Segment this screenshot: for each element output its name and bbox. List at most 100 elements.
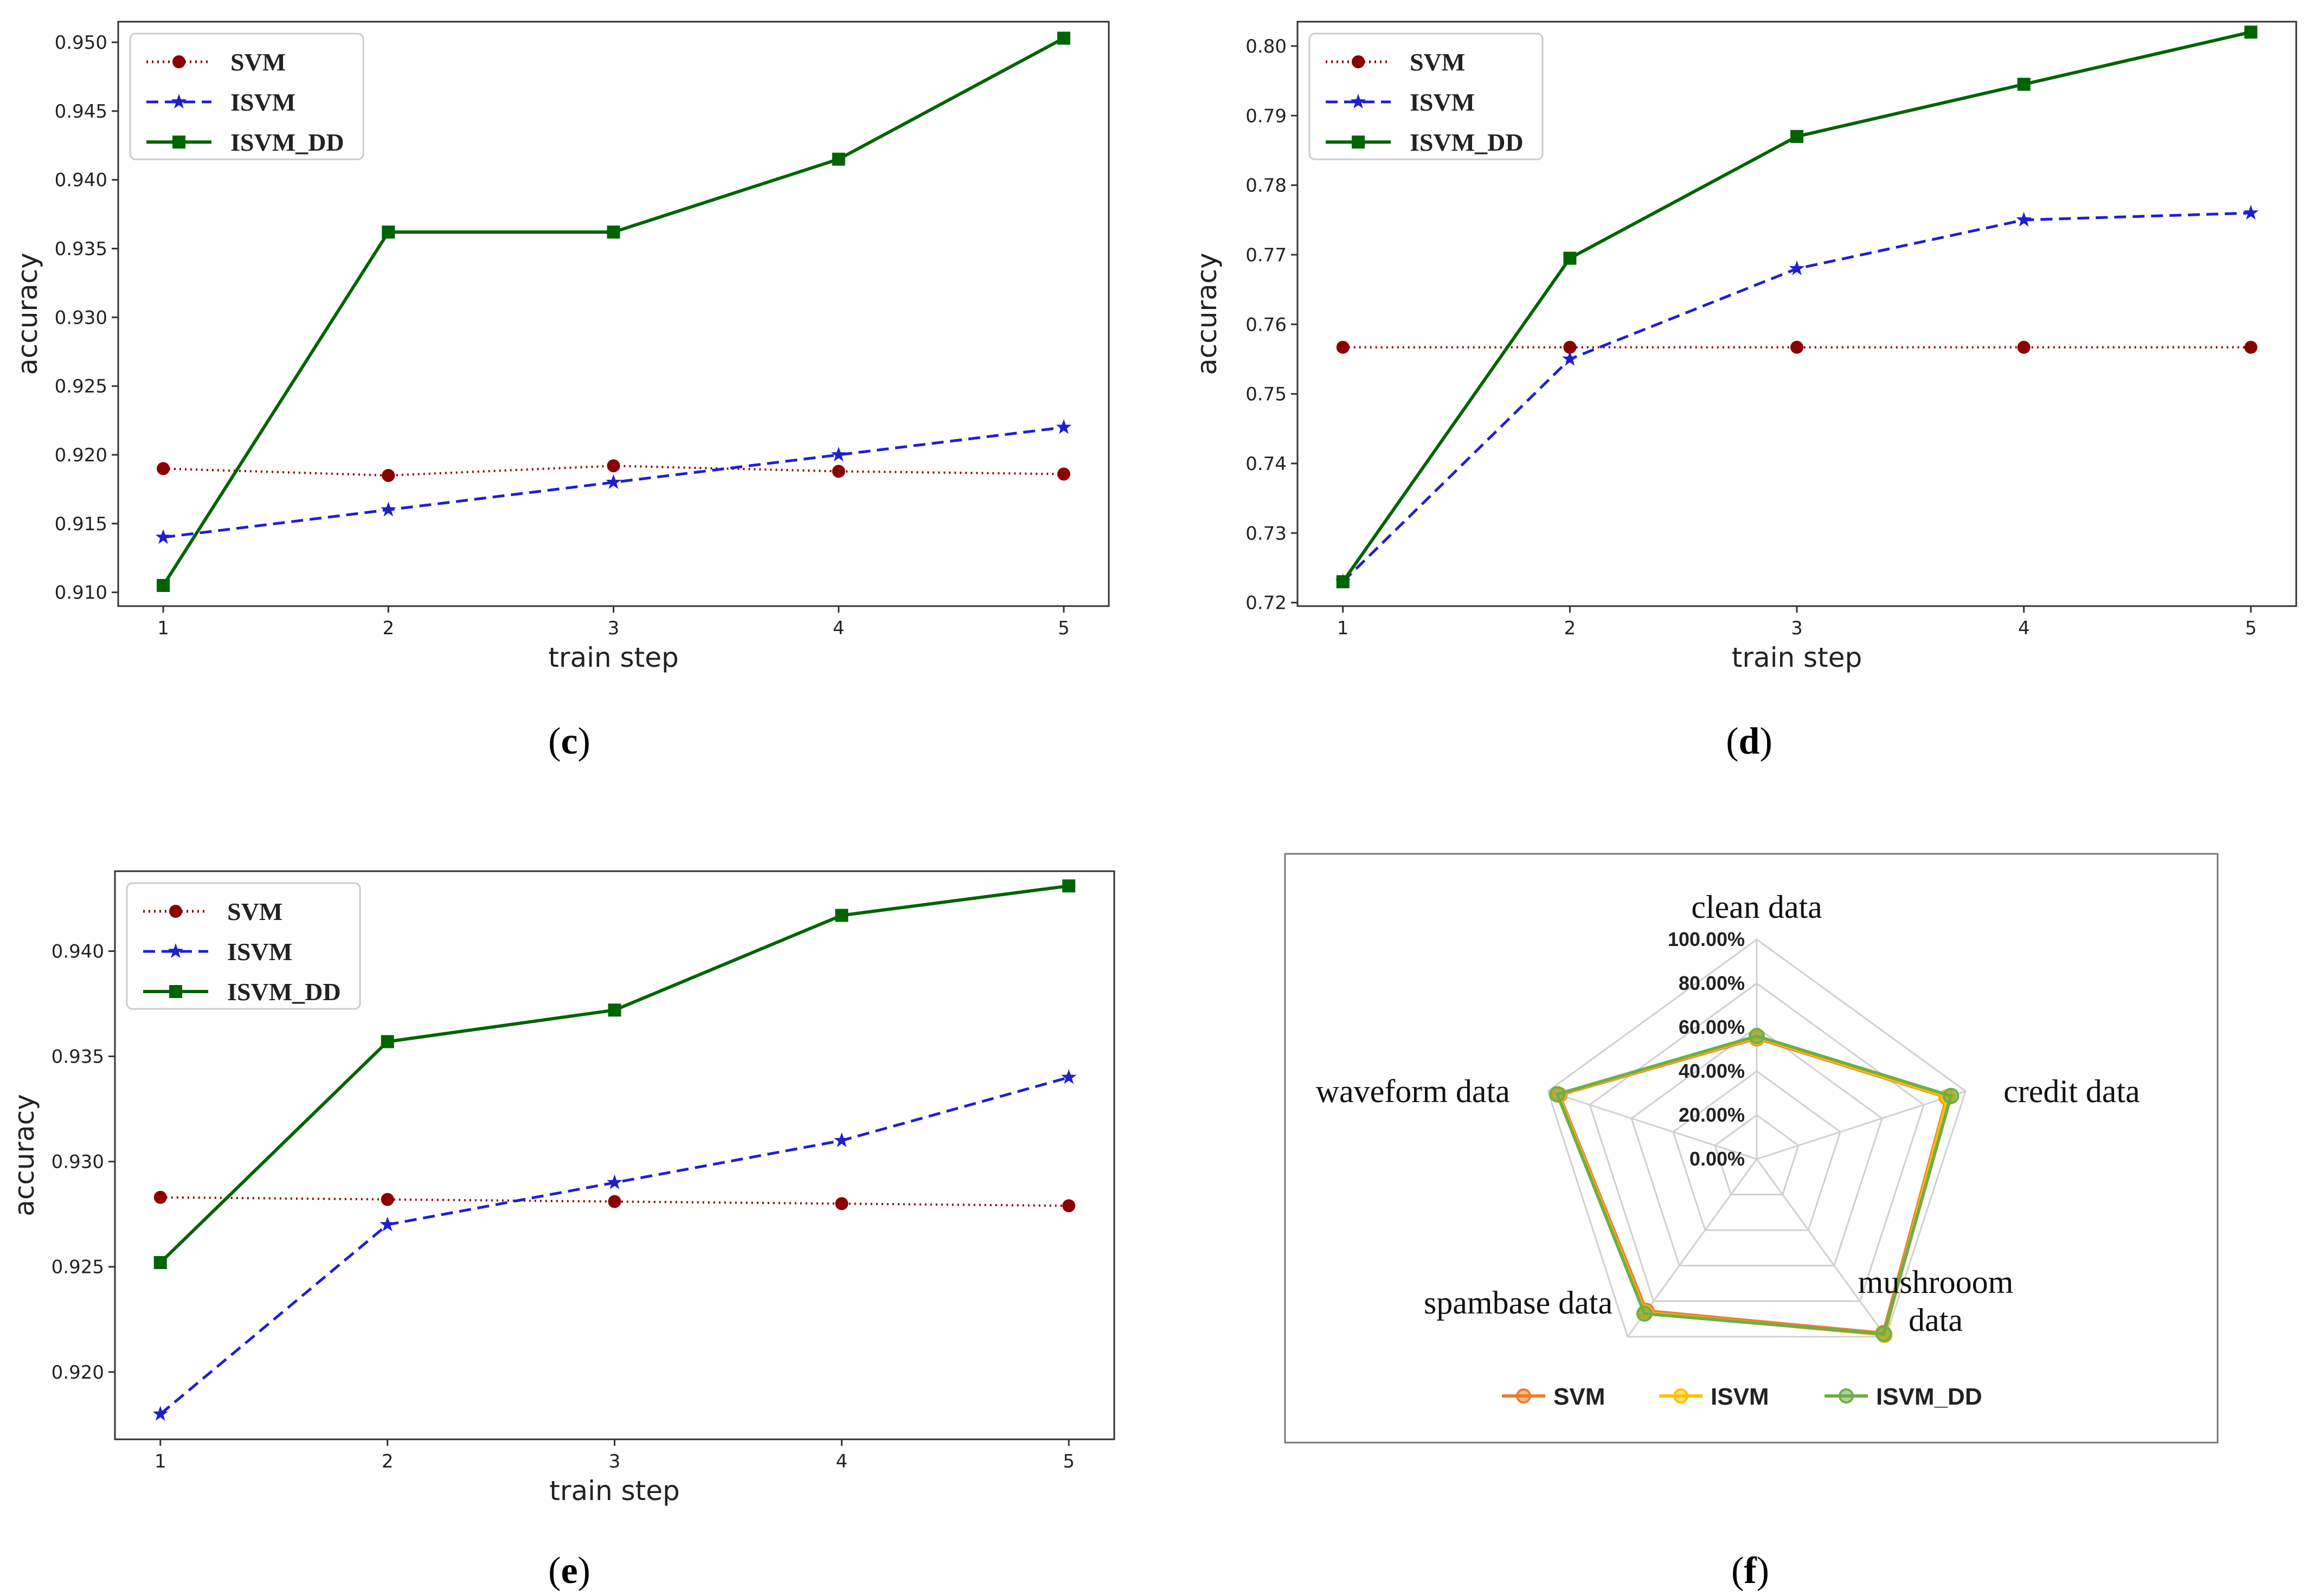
data-point-isvm	[834, 1132, 850, 1147]
data-point-svm	[2017, 340, 2031, 354]
radar-ring	[1589, 982, 1925, 1302]
radar-ring	[1630, 1026, 1883, 1267]
x-tick-label: 3	[608, 617, 620, 639]
legend-box	[129, 33, 364, 160]
legend-marker	[172, 136, 185, 149]
data-point-isvm	[152, 1406, 168, 1421]
data-point-svm	[1062, 1199, 1076, 1213]
radar-ring-label: 0.00%	[1690, 1148, 1745, 1170]
data-point-isvm-dd	[1563, 252, 1577, 265]
data-point-isvm	[155, 529, 171, 544]
radar-point-isvm-dd	[1943, 1087, 1960, 1104]
data-point-isvm	[1562, 351, 1578, 366]
legend-marker	[169, 985, 182, 998]
radar-point-isvm-dd	[1636, 1305, 1653, 1322]
radar-ring-label: 20.00%	[1679, 1104, 1745, 1126]
radar-ring	[1547, 938, 1967, 1338]
data-point-svm	[608, 1195, 621, 1208]
data-point-isvm-dd	[1790, 130, 1803, 143]
data-point-isvm-dd	[1057, 31, 1070, 45]
x-tick-label: 3	[1791, 617, 1803, 639]
legend-label: SVM	[227, 898, 282, 925]
caption-letter: c	[561, 720, 577, 762]
legend-marker	[168, 943, 184, 958]
radar-panel-f: 0.00% 20.00% 40.00% 60.00% 80.00% 100.00% clea…	[1284, 853, 2219, 1592]
chart-panel-e: 0.920 0.925 0.930 0.935 0.940 1 2 3 4 5 train step…	[9, 870, 1115, 1592]
caption-letter: e	[561, 1550, 577, 1592]
radar-category-label: clean data	[1691, 889, 1822, 925]
y-tick-label: 0.950	[55, 32, 107, 54]
radar-ring	[1672, 1070, 1841, 1231]
data-point-isvm-dd	[832, 152, 845, 166]
legend-marker	[1350, 94, 1366, 109]
y-axis-label: accuracy	[12, 253, 43, 375]
radar-ring-label: 40.00%	[1679, 1060, 1745, 1082]
legend-box	[126, 882, 361, 1010]
radar-legend-label: ISVM_DD	[1876, 1383, 1982, 1410]
y-tick-label: 0.73	[1245, 523, 1287, 544]
y-tick-label: 0.915	[55, 513, 107, 535]
data-point-svm	[1790, 340, 1803, 354]
data-point-svm	[835, 1197, 849, 1211]
y-tick-label: 0.925	[55, 376, 107, 397]
panel-caption: (f)	[1731, 1550, 1769, 1592]
data-point-svm	[381, 1193, 394, 1206]
radar-ring-label: 100.00%	[1668, 928, 1745, 950]
x-tick-label: 4	[2018, 617, 2030, 639]
data-point-svm	[157, 462, 170, 475]
y-tick-label: 0.80	[1245, 36, 1287, 57]
legend-label: ISVM_DD	[227, 978, 341, 1006]
x-tick-label: 4	[833, 617, 845, 639]
caption-paren: )	[578, 720, 590, 762]
radar-category-line: mushrooom	[1858, 1264, 2014, 1300]
data-point-isvm-dd	[382, 226, 395, 239]
data-point-isvm	[831, 447, 846, 462]
x-tick-label: 5	[1063, 1451, 1075, 1472]
y-tick-label: 0.935	[52, 1046, 104, 1068]
legend-label: SVM	[230, 48, 286, 76]
y-tick-label: 0.78	[1245, 175, 1287, 197]
radar-legend-marker	[1673, 1388, 1688, 1404]
legend-label: ISVM_DD	[1410, 128, 1524, 156]
data-point-isvm-dd	[2017, 78, 2031, 91]
radar-point-isvm-dd	[1749, 1028, 1765, 1045]
y-tick-label: 0.79	[1245, 105, 1287, 127]
panel-caption: (e)	[548, 1550, 590, 1592]
data-point-isvm-dd	[1062, 879, 1076, 893]
legend-marker	[1352, 55, 1365, 68]
legend-label: ISVM	[1410, 88, 1475, 116]
radar-ring-label: 60.00%	[1679, 1016, 1745, 1038]
radar-category-line: data	[1909, 1302, 1963, 1338]
data-point-isvm-dd	[381, 1035, 394, 1048]
y-tick-label: 0.72	[1245, 593, 1287, 614]
y-tick-label: 0.940	[52, 941, 104, 962]
caption-paren: (	[548, 720, 561, 762]
data-point-isvm-dd	[608, 1003, 621, 1017]
y-axis-label: accuracy	[1191, 253, 1223, 375]
radar-frame	[1284, 853, 2219, 1444]
x-tick-label: 2	[1564, 617, 1576, 639]
data-point-isvm-dd	[153, 1256, 167, 1269]
y-tick-label: 0.940	[55, 170, 107, 191]
y-tick-label: 0.75	[1245, 384, 1287, 406]
data-point-isvm	[1789, 260, 1805, 275]
x-tick-label: 1	[1337, 617, 1349, 639]
caption-paren: (	[1731, 1550, 1744, 1592]
x-tick-label: 1	[157, 617, 169, 639]
legend-marker	[1352, 136, 1365, 149]
radar-category-label: waveform data	[1316, 1073, 1510, 1109]
y-tick-label: 0.74	[1245, 453, 1287, 475]
radar-category-label: credit data	[2003, 1073, 2140, 1109]
legend-marker	[171, 94, 187, 109]
y-tick-label: 0.920	[52, 1362, 104, 1383]
data-point-isvm	[381, 501, 396, 517]
radar-legend-label: SVM	[1553, 1383, 1605, 1410]
radar-ring-label: 80.00%	[1679, 972, 1745, 994]
y-tick-label: 0.920	[55, 445, 107, 466]
data-point-svm	[1057, 467, 1070, 481]
data-point-svm	[1336, 340, 1350, 354]
y-tick-label: 0.925	[52, 1257, 104, 1278]
y-tick-label: 0.910	[55, 582, 107, 604]
legend-label: ISVM	[227, 938, 292, 966]
data-point-isvm-dd	[1336, 575, 1350, 589]
